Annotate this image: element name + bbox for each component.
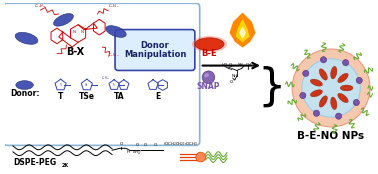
Circle shape xyxy=(313,110,319,116)
Text: Donor:: Donor: xyxy=(10,89,39,98)
Circle shape xyxy=(321,57,327,63)
Text: $C_{18}H_{37}$: $C_{18}H_{37}$ xyxy=(34,2,47,10)
Polygon shape xyxy=(236,20,249,41)
Text: Se: Se xyxy=(85,83,88,87)
Ellipse shape xyxy=(204,73,209,77)
Text: O: O xyxy=(229,63,232,67)
Text: SH: SH xyxy=(238,63,243,67)
Text: O: O xyxy=(136,143,139,147)
Text: TSe: TSe xyxy=(79,92,95,101)
Polygon shape xyxy=(240,27,245,38)
Text: N: N xyxy=(81,30,84,34)
Text: SNAP: SNAP xyxy=(197,82,220,92)
Ellipse shape xyxy=(195,38,224,50)
Text: $\mathrm{(OCH_2CH_2)_n OCH_3}$: $\mathrm{(OCH_2CH_2)_n OCH_3}$ xyxy=(163,140,198,148)
FancyBboxPatch shape xyxy=(3,3,200,145)
Circle shape xyxy=(302,59,360,117)
Ellipse shape xyxy=(16,81,33,89)
Text: HO: HO xyxy=(222,63,228,67)
Text: 2K: 2K xyxy=(62,163,69,168)
Text: E: E xyxy=(155,92,161,101)
Text: }: } xyxy=(257,65,286,108)
Ellipse shape xyxy=(202,71,215,84)
Ellipse shape xyxy=(340,85,353,91)
Text: S: S xyxy=(113,83,115,87)
Text: S: S xyxy=(60,83,62,87)
Ellipse shape xyxy=(192,36,227,52)
Text: $C_6H_{13}$: $C_6H_{13}$ xyxy=(101,74,110,82)
Ellipse shape xyxy=(338,93,348,103)
Text: O: O xyxy=(153,143,156,147)
Circle shape xyxy=(303,70,309,77)
Text: TA: TA xyxy=(114,92,124,101)
Text: $NH_4^+$: $NH_4^+$ xyxy=(132,148,143,157)
Text: Donor: Donor xyxy=(141,41,169,50)
Text: $C_6H_{13}$: $C_6H_{13}$ xyxy=(108,52,120,60)
Ellipse shape xyxy=(106,26,126,37)
Circle shape xyxy=(353,100,359,106)
Circle shape xyxy=(356,77,363,84)
Text: DSPE-PEG: DSPE-PEG xyxy=(13,158,56,167)
Ellipse shape xyxy=(319,69,327,80)
Text: B-E: B-E xyxy=(201,49,217,58)
Circle shape xyxy=(342,60,349,66)
Circle shape xyxy=(292,49,370,127)
Ellipse shape xyxy=(15,32,38,44)
Text: $C_6H_{13}$: $C_6H_{13}$ xyxy=(108,2,120,10)
FancyBboxPatch shape xyxy=(115,30,195,70)
Text: Manipulation: Manipulation xyxy=(124,50,186,59)
Ellipse shape xyxy=(319,96,327,107)
Text: O: O xyxy=(230,80,234,84)
Text: B-X: B-X xyxy=(66,47,84,57)
Text: B-E-NO NPs: B-E-NO NPs xyxy=(297,131,365,141)
Ellipse shape xyxy=(331,97,337,110)
Ellipse shape xyxy=(54,14,73,26)
Text: T: T xyxy=(58,92,63,101)
Text: NH: NH xyxy=(232,74,238,78)
Text: H: H xyxy=(126,150,129,154)
Ellipse shape xyxy=(331,66,337,79)
Text: OH: OH xyxy=(246,63,253,67)
Ellipse shape xyxy=(310,79,322,86)
Polygon shape xyxy=(230,13,255,47)
Ellipse shape xyxy=(338,73,348,83)
Circle shape xyxy=(336,113,342,119)
Text: N: N xyxy=(73,30,76,34)
Text: O: O xyxy=(119,142,122,146)
Circle shape xyxy=(300,92,306,99)
Ellipse shape xyxy=(310,90,322,97)
Circle shape xyxy=(196,152,206,162)
Text: O: O xyxy=(144,143,147,147)
